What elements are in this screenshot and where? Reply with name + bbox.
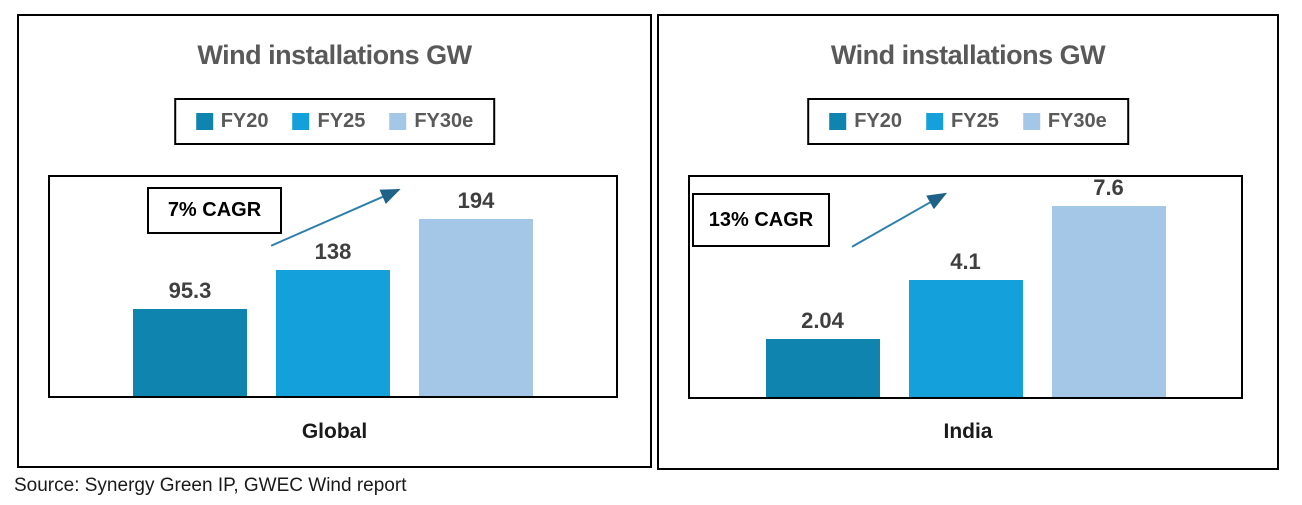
legend-item-fy20: FY20 [829,110,902,133]
bar-value-label: 95.3 [168,278,212,303]
legend-swatch-fy20-icon [829,113,847,130]
legend-swatch-fy20-icon [195,113,213,130]
category-label: Global [301,420,368,443]
bar-column-fy30e: 194 [419,177,533,396]
legend: FY20 FY25 FY30e [807,98,1129,145]
bar-column-fy30e: 7.6 [1051,175,1166,397]
legend-item-fy25: FY25 [926,110,999,133]
legend-label: FY30e [1047,110,1107,132]
bar-value-label: 194 [457,188,495,213]
legend-swatch-fy30e-icon [389,113,407,130]
plot-area-global: 95.3 138 194 [48,175,618,398]
legend-swatch-fy25-icon [926,113,944,130]
bar-fy25-india [908,280,1023,397]
plot-area-india: 2.04 4.1 7.6 [688,175,1243,399]
bar-group-india: 2.04 4.1 7.6 [690,177,1241,397]
bar-column-fy20: 2.04 [765,177,880,397]
legend-item-fy25: FY25 [292,110,366,133]
bar-column-fy25: 4.1 [908,177,1023,397]
bar-column-fy20: 95.3 [133,177,247,396]
category-label: India [943,420,993,443]
bar-fy20-india [765,339,880,397]
cagr-annotation: 7% CAGR [147,187,282,234]
legend-label: FY25 [951,110,999,132]
bar-value-label: 7.6 [1093,175,1124,200]
bar-group-global: 95.3 138 194 [50,177,616,396]
legend-label: FY20 [854,110,903,132]
legend-item-fy30e: FY30e [389,110,473,133]
bar-fy30e-india [1051,206,1166,397]
legend-item-fy20: FY20 [195,110,269,133]
bar-value-label: 2.04 [801,308,844,333]
legend-item-fy30e: FY30e [1022,110,1107,133]
bar-fy20-global [133,309,247,396]
chart-panel-global: Wind installations GW FY20 FY25 FY30e 95… [17,14,652,468]
legend: FY20 FY25 FY30e [173,98,496,145]
chart-title: Wind installations GW [197,40,472,70]
bar-column-fy25: 138 [276,177,390,396]
bar-fy25-global [276,270,390,396]
chart-title: Wind installations GW [830,40,1106,70]
legend-swatch-fy30e-icon [1022,113,1040,130]
chart-panel-india: Wind installations GW FY20 FY25 FY30e 2.… [657,14,1279,470]
legend-label: FY20 [220,110,269,132]
legend-label: FY25 [317,110,366,132]
source-note: Source: Synergy Green IP, GWEC Wind repo… [14,475,407,496]
legend-swatch-fy25-icon [292,113,310,130]
bar-fy30e-global [419,219,533,396]
cagr-annotation: 13% CAGR [692,193,830,247]
bar-value-label: 4.1 [950,249,981,274]
legend-label: FY30e [414,110,474,132]
bar-value-label: 138 [314,239,352,264]
